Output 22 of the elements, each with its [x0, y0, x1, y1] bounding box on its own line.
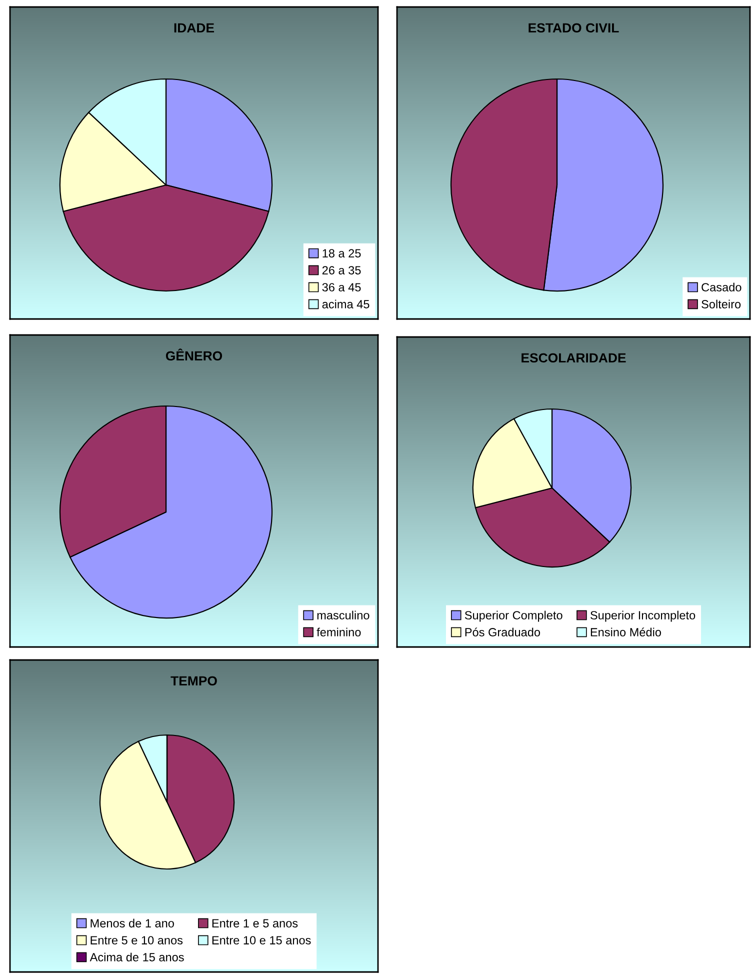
legend-label: Pós Graduado — [465, 628, 540, 636]
legend-label: Entre 5 e 10 anos — [90, 936, 183, 944]
legend-label: Superior Incompleto — [590, 610, 696, 622]
legend-label: acima 45 — [322, 300, 370, 308]
legend-label: Casado — [702, 282, 742, 292]
legend-label: Solteiro — [702, 300, 741, 308]
legend-label: 26 a 35 — [322, 266, 361, 274]
legend-label: 18 a 25 — [322, 249, 361, 258]
chart-title: ESTADO CIVIL — [528, 23, 619, 33]
chart-title: TEMPO — [170, 676, 217, 686]
legend-label: Entre 1 e 5 anos — [212, 919, 298, 928]
legend-label: 36 a 45 — [322, 283, 361, 292]
legend-label: Entre 10 e 15 anos — [212, 936, 311, 944]
legend-label: Superior Completo — [464, 610, 562, 622]
legend-label: feminino — [316, 628, 361, 636]
legend-label: Acima de 15 anos — [90, 952, 184, 962]
legend-label: Ensino Médio — [590, 628, 661, 636]
chart-title: IDADE — [174, 23, 214, 32]
legend-label: Menos de 1 ano — [90, 918, 174, 928]
legend-label: masculino — [317, 610, 370, 620]
chart-title: GÊNERO — [166, 348, 222, 361]
chart-title: ESCOLARIDADE — [522, 353, 626, 363]
